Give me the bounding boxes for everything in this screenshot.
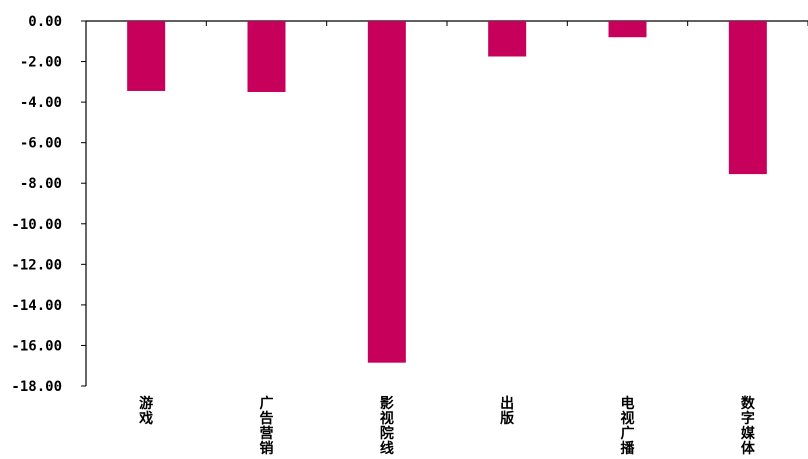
y-tick-label: -4.00 (20, 95, 62, 111)
labels: 0.00 -2.00 -4.00 -6.00 -8.00 -10.00 -12.00 -14.… (11, 14, 755, 457)
category-label: 影视院线 (380, 396, 394, 457)
category-label: 数字媒体 (740, 395, 756, 457)
y-tick-label: -8.00 (20, 176, 62, 192)
bar (488, 21, 527, 57)
bar (728, 21, 767, 175)
bars (127, 21, 767, 363)
y-tick-label: -10.00 (11, 217, 62, 233)
category-label: 电视广播 (621, 395, 636, 457)
category-label: 出版 (500, 395, 514, 427)
y-tick-label: -16.00 (11, 338, 62, 354)
axes (81, 20, 808, 387)
bar (247, 21, 286, 92)
y-tick-label: -12.00 (11, 257, 62, 273)
bar (127, 21, 166, 91)
bar (367, 21, 406, 363)
category-label: 游戏 (138, 395, 153, 427)
y-tick-label: -6.00 (20, 136, 62, 152)
category-label: 广告营销 (260, 395, 274, 457)
y-tick-label: -2.00 (20, 55, 62, 71)
y-tick-label: 0.00 (28, 14, 62, 30)
bar (608, 21, 647, 38)
y-tick-label: -14.00 (11, 298, 62, 314)
y-tick-label: -18.00 (11, 379, 62, 395)
